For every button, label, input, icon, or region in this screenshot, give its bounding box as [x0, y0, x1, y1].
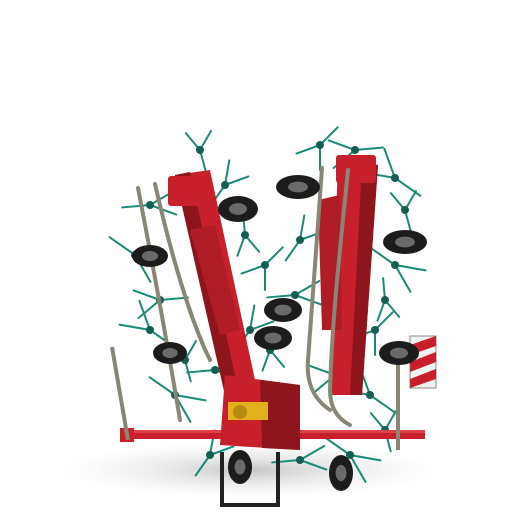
tine-mount: [146, 201, 154, 209]
tine: [299, 214, 306, 241]
main-chassis: [120, 375, 425, 450]
tine: [138, 299, 151, 331]
tine: [299, 459, 328, 471]
tine: [284, 239, 301, 262]
tine-mount: [246, 326, 254, 334]
tire: [153, 342, 187, 364]
tine-mount: [371, 326, 379, 334]
tine: [159, 296, 189, 301]
tire: [329, 455, 353, 491]
tine: [319, 126, 339, 146]
tine-mount: [296, 456, 304, 464]
tine-mount: [366, 391, 374, 399]
tine-mount: [351, 146, 359, 154]
tine: [224, 159, 231, 186]
tine-mount: [296, 236, 304, 244]
tine: [240, 264, 266, 275]
warning-sign: [409, 335, 437, 389]
tire: [218, 196, 258, 222]
tire: [228, 450, 252, 484]
tine: [121, 204, 151, 209]
tire: [264, 298, 302, 322]
tine: [368, 246, 396, 266]
tine: [186, 369, 216, 374]
tine: [369, 394, 397, 414]
tire: [254, 326, 292, 350]
tine: [323, 436, 351, 456]
tine: [108, 236, 136, 256]
tine-mount: [291, 291, 299, 299]
tire: [383, 230, 427, 254]
tine: [299, 445, 326, 461]
tine-mount: [316, 141, 324, 149]
drawbar: [220, 452, 280, 507]
tine: [249, 304, 256, 331]
tine: [148, 376, 176, 396]
tine: [137, 299, 161, 319]
tine: [118, 323, 151, 331]
tine: [327, 139, 356, 151]
tine: [132, 289, 161, 301]
hydraulic-hoses: [136, 166, 352, 427]
tine: [209, 445, 235, 456]
tine: [394, 264, 427, 272]
tire-group: [132, 175, 427, 491]
tine-mount: [346, 451, 354, 459]
tine: [374, 311, 394, 331]
tine: [354, 146, 384, 151]
tine-mount: [221, 181, 229, 189]
tine-mount: [211, 366, 219, 374]
tire: [379, 341, 419, 365]
tine: [149, 204, 178, 216]
tine: [294, 294, 323, 306]
tine-mount: [261, 261, 269, 269]
tine: [249, 320, 275, 331]
tine-mount: [146, 326, 154, 334]
tine: [349, 454, 367, 483]
tine: [194, 454, 211, 477]
tire: [276, 175, 320, 199]
tine: [174, 394, 207, 402]
tine-mount: [391, 261, 399, 269]
left-rotor-arm: [168, 170, 255, 395]
tine: [264, 246, 284, 266]
tine-mount: [381, 296, 389, 304]
tine: [394, 177, 422, 197]
tine: [383, 147, 396, 179]
tine-mount: [196, 146, 204, 154]
tine-mount: [241, 231, 249, 239]
tine-mount: [206, 451, 214, 459]
tine: [266, 294, 296, 299]
tine: [224, 175, 250, 186]
tine: [349, 454, 382, 462]
tire: [132, 245, 168, 267]
tine: [295, 144, 321, 155]
tine-mount: [401, 206, 409, 214]
tine: [394, 264, 412, 293]
tine-mount: [391, 174, 399, 182]
right-rotor-arm: [318, 155, 378, 395]
